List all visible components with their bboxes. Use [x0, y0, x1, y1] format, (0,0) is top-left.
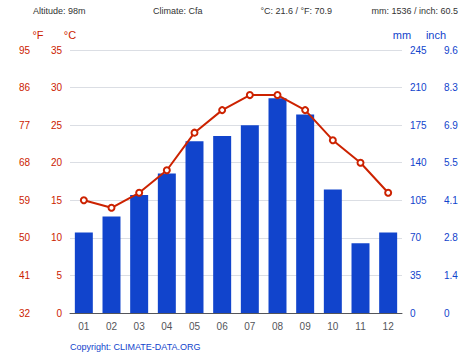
- svg-text:86: 86: [19, 82, 31, 93]
- svg-text:2.8: 2.8: [444, 232, 458, 243]
- svg-text:105: 105: [410, 195, 427, 206]
- svg-text:8.3: 8.3: [444, 82, 458, 93]
- svg-text:210: 210: [410, 82, 427, 93]
- svg-text:0: 0: [444, 308, 450, 319]
- svg-text:175: 175: [410, 120, 427, 131]
- svg-text:1.4: 1.4: [444, 270, 458, 281]
- svg-text:70: 70: [410, 232, 422, 243]
- svg-text:10: 10: [327, 321, 339, 332]
- svg-text:°C: 21.6 / °F: 70.9: °C: 21.6 / °F: 70.9: [260, 6, 332, 16]
- svg-text:06: 06: [217, 321, 229, 332]
- svg-text:°F: °F: [32, 29, 43, 41]
- svg-text:140: 140: [410, 157, 427, 168]
- svg-text:35: 35: [410, 270, 422, 281]
- svg-text:04: 04: [161, 321, 173, 332]
- svg-text:32: 32: [19, 308, 31, 319]
- svg-text:03: 03: [134, 321, 146, 332]
- svg-text:4.1: 4.1: [444, 195, 458, 206]
- svg-text:inch: inch: [426, 29, 446, 41]
- svg-text:20: 20: [51, 157, 63, 168]
- svg-text:6.9: 6.9: [444, 120, 458, 131]
- svg-text:0: 0: [56, 308, 62, 319]
- svg-text:11: 11: [355, 321, 366, 332]
- svg-text:35: 35: [51, 45, 63, 56]
- svg-text:08: 08: [272, 321, 284, 332]
- svg-text:mm: 1536 / inch: 60.5: mm: 1536 / inch: 60.5: [371, 6, 458, 16]
- svg-text:77: 77: [19, 120, 31, 131]
- svg-text:59: 59: [19, 195, 31, 206]
- svg-text:15: 15: [51, 195, 63, 206]
- svg-text:09: 09: [300, 321, 312, 332]
- svg-text:9.6: 9.6: [444, 45, 458, 56]
- svg-text:30: 30: [51, 82, 63, 93]
- svg-text:5.5: 5.5: [444, 157, 458, 168]
- svg-text:07: 07: [244, 321, 256, 332]
- svg-text:68: 68: [19, 157, 31, 168]
- svg-text:05: 05: [189, 321, 201, 332]
- svg-text:01: 01: [78, 321, 90, 332]
- svg-text:mm: mm: [393, 29, 411, 41]
- svg-text:10: 10: [51, 232, 63, 243]
- svg-text:5: 5: [56, 270, 62, 281]
- svg-text:0: 0: [410, 308, 416, 319]
- svg-text:12: 12: [383, 321, 395, 332]
- svg-text:245: 245: [410, 45, 427, 56]
- svg-text:25: 25: [51, 120, 63, 131]
- svg-text:41: 41: [19, 270, 31, 281]
- svg-text:50: 50: [19, 232, 31, 243]
- svg-text:Climate: Cfa: Climate: Cfa: [153, 6, 203, 16]
- svg-text:95: 95: [19, 45, 31, 56]
- svg-text:°C: °C: [64, 29, 76, 41]
- svg-text:02: 02: [106, 321, 118, 332]
- svg-text:Altitude: 98m: Altitude: 98m: [33, 6, 86, 16]
- svg-text:Copyright: CLIMATE-DATA.ORG: Copyright: CLIMATE-DATA.ORG: [70, 342, 201, 352]
